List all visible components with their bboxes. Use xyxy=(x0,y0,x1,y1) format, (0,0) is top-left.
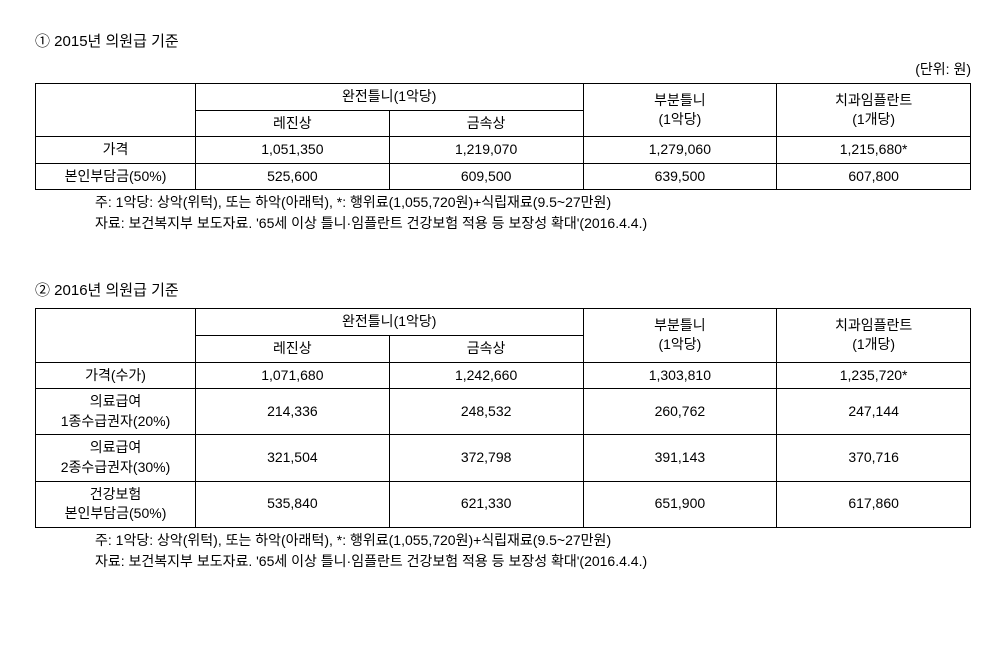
cell: 370,716 xyxy=(777,435,971,481)
table-row: 가격 1,051,350 1,219,070 1,279,060 1,215,6… xyxy=(36,137,971,164)
table-row: 의료급여2종수급권자(30%) 321,504 372,798 391,143 … xyxy=(36,435,971,481)
cell: 1,235,720* xyxy=(777,362,971,389)
table-2015: 완전틀니(1악당) 부분틀니 (1악당) 치과임플란트 (1개당) 레진상 금속… xyxy=(35,83,971,190)
header-resin: 레진상 xyxy=(196,110,390,137)
row-label: 본인부담금(50%) xyxy=(36,163,196,190)
table-note: 주: 1악당: 상악(위턱), 또는 하악(아래턱), *: 행위료(1,055… xyxy=(35,530,971,551)
row-label-text: 의료급여1종수급권자(20%) xyxy=(61,393,171,429)
header-metal: 금속상 xyxy=(389,335,583,362)
cell: 609,500 xyxy=(389,163,583,190)
cell: 1,215,680* xyxy=(777,137,971,164)
section-title: ① 2015년 의원급 기준 xyxy=(35,30,971,51)
header-complete-denture: 완전틀니(1악당) xyxy=(196,309,584,336)
row-label-text: 건강보험본인부담금(50%) xyxy=(65,486,167,522)
header-resin: 레진상 xyxy=(196,335,390,362)
header-implant-line1: 치과임플란트 xyxy=(835,317,912,333)
row-label: 가격(수가) xyxy=(36,362,196,389)
table-row: 가격(수가) 1,071,680 1,242,660 1,303,810 1,2… xyxy=(36,362,971,389)
row-label: 가격 xyxy=(36,137,196,164)
header-partial-line1: 부분틀니 xyxy=(654,317,706,333)
section-2015: ① 2015년 의원급 기준 (단위: 원) 완전틀니(1악당) 부분틀니 (1… xyxy=(35,30,971,234)
row-label: 건강보험본인부담금(50%) xyxy=(36,481,196,527)
row-label: 의료급여2종수급권자(30%) xyxy=(36,435,196,481)
row-label-text: 의료급여2종수급권자(30%) xyxy=(61,439,171,475)
header-implant-line1: 치과임플란트 xyxy=(835,92,912,108)
section-title: ② 2016년 의원급 기준 xyxy=(35,279,971,300)
table-row: 의료급여1종수급권자(20%) 214,336 248,532 260,762 … xyxy=(36,389,971,435)
table-source: 자료: 보건복지부 보도자료. '65세 이상 틀니·임플란트 건강보험 적용 … xyxy=(35,213,971,234)
cell: 639,500 xyxy=(583,163,777,190)
cell: 1,071,680 xyxy=(196,362,390,389)
header-partial-denture: 부분틀니 (1악당) xyxy=(583,309,777,362)
header-partial-line2: (1악당) xyxy=(658,111,701,127)
header-blank xyxy=(36,309,196,362)
table-row: 본인부담금(50%) 525,600 609,500 639,500 607,8… xyxy=(36,163,971,190)
cell: 617,860 xyxy=(777,481,971,527)
unit-label: (단위: 원) xyxy=(35,59,971,79)
cell: 607,800 xyxy=(777,163,971,190)
cell: 1,219,070 xyxy=(389,137,583,164)
table-note: 주: 1악당: 상악(위턱), 또는 하악(아래턱), *: 행위료(1,055… xyxy=(35,192,971,213)
cell: 651,900 xyxy=(583,481,777,527)
cell: 1,303,810 xyxy=(583,362,777,389)
header-implant: 치과임플란트 (1개당) xyxy=(777,309,971,362)
section-2016: ② 2016년 의원급 기준 완전틀니(1악당) 부분틀니 (1악당) 치과임플… xyxy=(35,279,971,571)
cell: 535,840 xyxy=(196,481,390,527)
table-row: 건강보험본인부담금(50%) 535,840 621,330 651,900 6… xyxy=(36,481,971,527)
cell: 321,504 xyxy=(196,435,390,481)
cell: 1,051,350 xyxy=(196,137,390,164)
header-partial-denture: 부분틀니 (1악당) xyxy=(583,84,777,137)
cell: 247,144 xyxy=(777,389,971,435)
header-implant: 치과임플란트 (1개당) xyxy=(777,84,971,137)
cell: 248,532 xyxy=(389,389,583,435)
cell: 260,762 xyxy=(583,389,777,435)
cell: 214,336 xyxy=(196,389,390,435)
header-implant-line2: (1개당) xyxy=(852,111,895,127)
header-partial-line2: (1악당) xyxy=(658,336,701,352)
header-blank xyxy=(36,84,196,137)
table-source: 자료: 보건복지부 보도자료. '65세 이상 틀니·임플란트 건강보험 적용 … xyxy=(35,551,971,572)
header-metal: 금속상 xyxy=(389,110,583,137)
cell: 525,600 xyxy=(196,163,390,190)
cell: 1,242,660 xyxy=(389,362,583,389)
header-complete-denture: 완전틀니(1악당) xyxy=(196,84,584,111)
row-label: 의료급여1종수급권자(20%) xyxy=(36,389,196,435)
table-2016: 완전틀니(1악당) 부분틀니 (1악당) 치과임플란트 (1개당) 레진상 금속… xyxy=(35,308,971,527)
header-implant-line2: (1개당) xyxy=(852,336,895,352)
header-partial-line1: 부분틀니 xyxy=(654,92,706,108)
cell: 372,798 xyxy=(389,435,583,481)
cell: 1,279,060 xyxy=(583,137,777,164)
cell: 391,143 xyxy=(583,435,777,481)
cell: 621,330 xyxy=(389,481,583,527)
